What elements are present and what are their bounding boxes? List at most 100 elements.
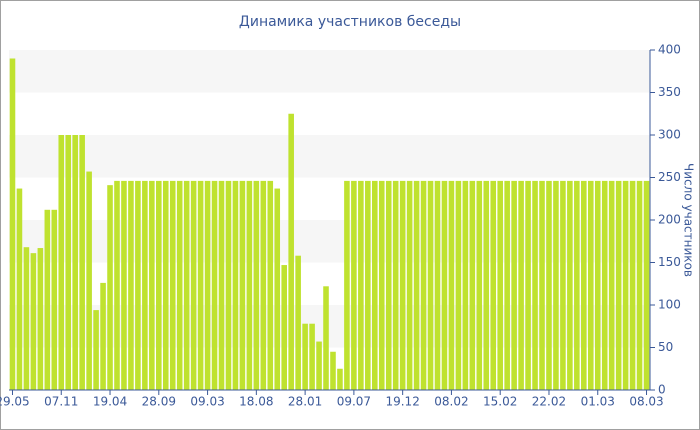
bar — [615, 180, 622, 390]
bar — [302, 323, 308, 390]
x-tick-label: 18.08 — [239, 395, 273, 409]
y-axis-label: Число участников — [682, 163, 696, 277]
y-tick-label: 400 — [658, 43, 681, 57]
bar — [162, 180, 169, 390]
bar — [567, 180, 573, 390]
x-tick-label: 28.01 — [288, 395, 322, 409]
bar — [156, 180, 162, 390]
bar — [420, 180, 427, 390]
x-tick-label: 08.02 — [434, 395, 468, 409]
grid-band — [9, 50, 650, 93]
bar — [190, 180, 197, 390]
y-tick-label: 250 — [658, 170, 681, 184]
bar — [260, 180, 267, 390]
y-tick-label: 100 — [658, 298, 681, 312]
bar — [323, 286, 329, 390]
y-tick-label: 200 — [658, 213, 681, 227]
bar — [553, 180, 559, 390]
bar — [44, 209, 51, 390]
bar — [267, 180, 274, 390]
bar — [232, 180, 239, 390]
bar — [16, 188, 23, 390]
bar — [93, 310, 99, 390]
bar — [37, 248, 44, 390]
chart-title: Динамика участников беседы — [239, 14, 461, 30]
x-tick-label: 19.04 — [93, 395, 127, 409]
bar — [79, 135, 85, 390]
bar — [65, 135, 72, 390]
bar — [142, 180, 148, 390]
bar — [413, 180, 420, 390]
x-tick-label: 09.07 — [337, 395, 371, 409]
bar — [309, 323, 315, 390]
bar — [622, 180, 629, 390]
bar — [372, 180, 378, 390]
bar — [511, 180, 517, 390]
bar — [51, 209, 58, 390]
bar — [281, 265, 287, 390]
bar — [176, 180, 183, 390]
bar — [476, 180, 483, 390]
bar — [86, 171, 92, 390]
bar — [72, 135, 78, 390]
bar — [636, 180, 643, 390]
bar — [518, 180, 524, 390]
bar — [601, 180, 608, 390]
bar — [504, 180, 510, 390]
bar — [218, 180, 225, 390]
bar — [239, 180, 246, 390]
bar — [574, 180, 580, 390]
bar — [587, 180, 594, 390]
bar — [462, 180, 469, 390]
bar — [532, 180, 538, 390]
bar — [246, 180, 253, 390]
bar — [351, 180, 357, 390]
bar — [441, 180, 448, 390]
x-tick-label: 28.09 — [142, 395, 176, 409]
bar — [330, 351, 336, 390]
bar — [546, 180, 552, 390]
bar — [58, 135, 65, 390]
y-tick-label: 300 — [658, 128, 681, 142]
bar — [204, 180, 211, 390]
bar — [392, 180, 399, 390]
bar — [288, 113, 294, 390]
x-tick-label: 22.02 — [532, 395, 566, 409]
bar — [581, 180, 587, 390]
bar — [378, 180, 385, 390]
bar — [406, 180, 413, 390]
bar — [643, 180, 650, 390]
bar — [121, 180, 127, 390]
bar — [114, 180, 120, 390]
bar — [128, 180, 134, 390]
x-tick-label: 19.12 — [385, 395, 419, 409]
bar — [365, 180, 371, 390]
bar — [594, 180, 601, 390]
y-tick-label: 150 — [658, 255, 681, 269]
bar — [358, 180, 364, 390]
bar — [316, 341, 322, 390]
bar — [169, 180, 176, 390]
y-tick-label: 350 — [658, 85, 681, 99]
bar — [253, 180, 260, 390]
bar — [337, 368, 343, 390]
x-tick-label: 15.02 — [483, 395, 517, 409]
x-tick-label: 01.03 — [581, 395, 615, 409]
bar — [135, 180, 141, 390]
bar — [197, 180, 204, 390]
bar — [525, 180, 531, 390]
bar — [23, 247, 30, 390]
bar — [483, 180, 490, 390]
bar — [183, 180, 190, 390]
bar — [455, 180, 462, 390]
bar — [629, 180, 636, 390]
y-tick-label: 0 — [658, 383, 666, 397]
x-tick-label: 07.11 — [44, 395, 78, 409]
bar — [30, 253, 37, 390]
bar — [427, 180, 434, 390]
bar — [434, 180, 441, 390]
bar — [9, 58, 16, 390]
bar — [469, 180, 476, 390]
bar — [539, 180, 545, 390]
